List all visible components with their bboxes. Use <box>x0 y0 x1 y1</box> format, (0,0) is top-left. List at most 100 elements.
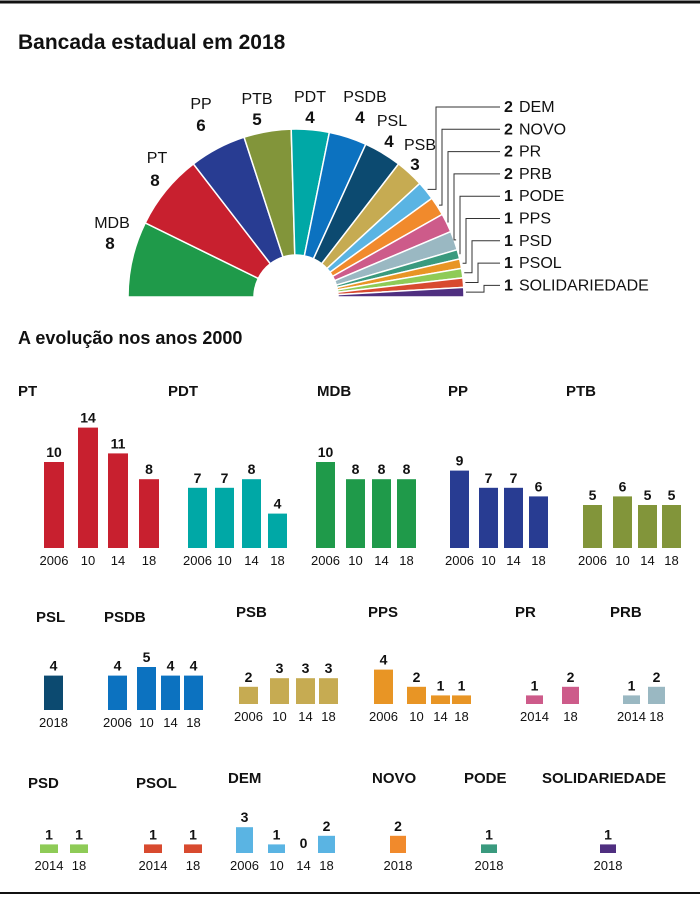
tick-label-novo-0: 2018 <box>384 858 413 873</box>
panel-title-pdt: PDT <box>168 383 198 400</box>
tick-label-prb-1: 18 <box>649 709 663 724</box>
panel-prb: PRB 1 2014 2 18 <box>610 604 665 724</box>
panel-title-pr: PR <box>515 604 536 621</box>
tick-label-psol-1: 18 <box>186 858 200 873</box>
tick-label-ptb-3: 18 <box>664 553 678 568</box>
bar-dem-2006 <box>236 827 253 853</box>
slice-value-prb: 2 <box>504 166 513 183</box>
bar-novo-2018 <box>390 835 406 853</box>
bar-psol-18 <box>184 844 202 853</box>
tick-label-pt-2: 14 <box>111 553 125 568</box>
bar-value-pr-1: 2 <box>567 669 575 685</box>
bar-value-psdb-1: 5 <box>143 649 151 665</box>
panel-title-pp: PP <box>448 383 468 400</box>
bar-psd-2014 <box>40 844 58 853</box>
leader-line-psol <box>465 262 500 283</box>
panel-title-pode: PODE <box>464 770 507 787</box>
tick-label-pps-2: 14 <box>433 709 447 724</box>
bar-psb-14 <box>296 678 315 704</box>
panel-psdb: PSDB 4 2006 5 10 4 14 4 18 <box>103 609 203 730</box>
panel-pode: PODE 1 2018 <box>464 770 507 873</box>
slice-label-prb: PRB <box>519 166 552 183</box>
bar-value-pp-2: 7 <box>510 470 518 486</box>
panel-ptb: PTB 5 2006 6 10 5 14 5 18 <box>566 383 681 568</box>
tick-label-pdt-2: 14 <box>244 553 258 568</box>
bar-pt-2006 <box>44 462 64 548</box>
panel-solidariedade: SOLIDARIEDADE 1 2018 <box>542 770 666 873</box>
bar-value-prb-1: 2 <box>653 669 661 685</box>
slice-label-psd: PSD <box>519 233 552 250</box>
bar-ptb-10 <box>613 496 632 548</box>
bar-value-mdb-1: 8 <box>352 461 360 477</box>
tick-label-pt-3: 18 <box>142 553 156 568</box>
slice-value-psol: 1 <box>504 255 513 272</box>
slice-value-pode: 1 <box>504 188 513 205</box>
panel-pt: PT 10 2006 14 10 11 14 8 18 <box>18 383 159 568</box>
tick-label-psb-3: 18 <box>321 709 335 724</box>
panel-title-novo: NOVO <box>372 770 417 787</box>
bar-value-psd-0: 1 <box>45 826 53 842</box>
tick-label-pps-3: 18 <box>454 709 468 724</box>
tick-label-psdb-3: 18 <box>186 715 200 730</box>
tick-label-ptb-0: 2006 <box>578 553 607 568</box>
panel-title-dem: DEM <box>228 770 261 787</box>
panel-title-ptb: PTB <box>566 383 596 400</box>
panel-pr: PR 1 2014 2 18 <box>515 604 579 724</box>
slice-label-psb: PSB <box>404 137 436 154</box>
tick-label-pt-1: 10 <box>81 553 95 568</box>
panel-title-psb: PSB <box>236 604 267 621</box>
bar-value-pdt-1: 7 <box>221 470 229 486</box>
slice-label-mdb: MDB <box>94 215 130 232</box>
bar-value-psl-0: 4 <box>50 658 58 674</box>
slice-label-pode: PODE <box>519 188 564 205</box>
bar-ptb-2006 <box>583 505 602 548</box>
bar-value-novo-0: 2 <box>394 818 402 834</box>
tick-label-dem-0: 2006 <box>230 858 259 873</box>
tick-label-pt-0: 2006 <box>40 553 69 568</box>
tick-label-mdb-2: 14 <box>374 553 388 568</box>
slice-value-pps: 1 <box>504 211 513 228</box>
bar-ptb-18 <box>662 505 681 548</box>
bar-value-pdt-3: 4 <box>274 496 282 512</box>
bar-mdb-18 <box>397 479 416 548</box>
tick-label-pp-3: 18 <box>531 553 545 568</box>
bar-value-ptb-3: 5 <box>668 487 676 503</box>
bar-psb-10 <box>270 678 289 704</box>
section-subtitle: A evolução nos anos 2000 <box>18 328 242 348</box>
panel-psb: PSB 2 2006 3 10 3 14 3 18 <box>234 604 338 724</box>
tick-label-pp-0: 2006 <box>445 553 474 568</box>
bar-pode-2018 <box>481 844 497 853</box>
bar-value-psdb-3: 4 <box>190 658 198 674</box>
bar-ptb-14 <box>638 505 657 548</box>
tick-label-psol-0: 2014 <box>139 858 168 873</box>
bar-mdb-10 <box>346 479 365 548</box>
slice-label-psdb: PSDB <box>343 89 387 106</box>
slice-label-solidariedade: SOLIDARIEDADE <box>519 277 649 294</box>
bar-value-pt-3: 8 <box>145 461 153 477</box>
bar-value-pps-3: 1 <box>458 677 466 693</box>
tick-label-pode-0: 2018 <box>475 858 504 873</box>
bar-mdb-2006 <box>316 462 335 548</box>
bar-prb-18 <box>648 686 665 704</box>
bar-value-pp-3: 6 <box>535 478 543 494</box>
bar-dem-10 <box>268 844 285 853</box>
bar-prb-2014 <box>623 695 640 704</box>
tick-label-mdb-1: 10 <box>348 553 362 568</box>
bar-pdt-18 <box>268 513 287 548</box>
bar-value-mdb-2: 8 <box>378 461 386 477</box>
bar-psol-2014 <box>144 844 162 853</box>
tick-label-pdt-1: 10 <box>217 553 231 568</box>
tick-label-psd-1: 18 <box>72 858 86 873</box>
panel-title-psd: PSD <box>28 775 59 792</box>
panel-pp: PP 9 2006 7 10 7 14 6 18 <box>445 383 548 568</box>
panel-title-mdb: MDB <box>317 383 351 400</box>
bar-value-mdb-0: 10 <box>318 444 334 460</box>
bar-value-pp-1: 7 <box>485 470 493 486</box>
bar-value-psb-3: 3 <box>325 660 333 676</box>
tick-label-pps-0: 2006 <box>369 709 398 724</box>
panel-psl: PSL 4 2018 <box>36 609 68 730</box>
tick-label-psdb-0: 2006 <box>103 715 132 730</box>
tick-label-psdb-1: 10 <box>139 715 153 730</box>
tick-label-dem-2: 14 <box>296 858 310 873</box>
